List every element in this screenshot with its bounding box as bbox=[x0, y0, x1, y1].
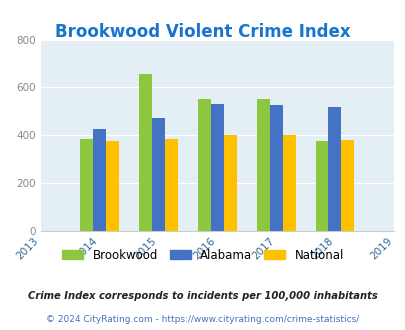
Bar bbox=[164, 139, 177, 231]
Bar bbox=[210, 104, 223, 231]
Bar bbox=[80, 139, 93, 231]
Bar bbox=[223, 135, 236, 231]
Bar bbox=[315, 141, 328, 231]
Bar bbox=[341, 140, 354, 231]
Text: Crime Index corresponds to incidents per 100,000 inhabitants: Crime Index corresponds to incidents per… bbox=[28, 291, 377, 301]
Text: © 2024 CityRating.com - https://www.cityrating.com/crime-statistics/: © 2024 CityRating.com - https://www.city… bbox=[46, 315, 359, 324]
Bar bbox=[151, 118, 164, 231]
Bar bbox=[93, 129, 106, 231]
Bar bbox=[282, 135, 295, 231]
Bar bbox=[139, 74, 151, 231]
Bar bbox=[269, 105, 282, 231]
Bar bbox=[197, 99, 210, 231]
Bar bbox=[328, 107, 341, 231]
Text: Brookwood Violent Crime Index: Brookwood Violent Crime Index bbox=[55, 23, 350, 41]
Bar bbox=[106, 141, 119, 231]
Bar bbox=[256, 99, 269, 231]
Legend: Brookwood, Alabama, National: Brookwood, Alabama, National bbox=[57, 244, 348, 266]
